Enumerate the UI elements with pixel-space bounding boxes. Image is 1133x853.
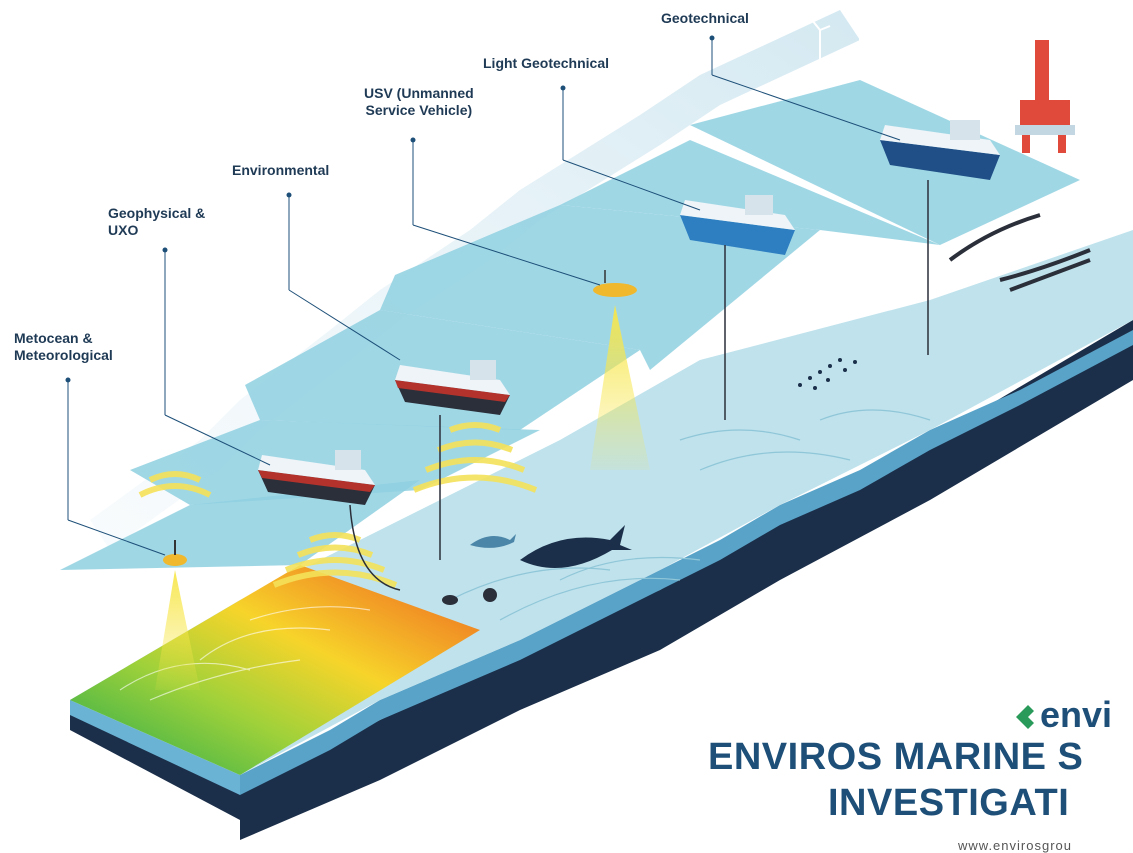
brand-title-line-1: ENVIROS MARINE S xyxy=(708,736,1084,778)
label-leader-lines xyxy=(67,38,901,556)
panel-environmental xyxy=(245,310,640,430)
metocean-buoy-icon xyxy=(163,540,187,566)
dolphin-icon xyxy=(470,534,516,548)
seabed-left-layer xyxy=(70,700,240,795)
usv-drone-icon xyxy=(593,270,637,297)
label-usv: USV (Unmanned Service Vehicle) xyxy=(364,85,474,118)
label-light-geotechnical: Light Geotechnical xyxy=(483,55,610,71)
bathymetry-heatmap xyxy=(70,565,480,775)
label-geotechnical: Geotechnical xyxy=(661,10,749,26)
enviros-logo-icon xyxy=(1016,705,1034,729)
progression-arrow xyxy=(90,10,860,550)
label-metocean: Metocean & Meteorological xyxy=(14,330,113,363)
label-environmental: Environmental xyxy=(232,162,330,178)
label-geophysical: Geophysical & UXO xyxy=(108,205,206,238)
oil-rig-icon xyxy=(1015,40,1075,153)
brand-title-line-2: INVESTIGATI xyxy=(828,782,1070,824)
survey-vessel-icon xyxy=(395,360,510,415)
sonar-beam-icon xyxy=(155,570,200,690)
wind-turbine-icon xyxy=(811,4,911,80)
sampling-lines xyxy=(349,180,929,591)
label-leader-dots xyxy=(65,35,715,383)
seabed-sediment-layer xyxy=(240,330,1133,795)
panel-metocean xyxy=(60,480,420,570)
whale-icon xyxy=(520,525,632,568)
panel-geotechnical xyxy=(690,80,1080,245)
turtle-icon xyxy=(442,595,458,605)
panel-light-geotechnical xyxy=(560,140,940,245)
survey-vessel-icon xyxy=(880,120,1000,180)
sonar-beam-icon xyxy=(590,305,650,470)
submarine-cable-icon xyxy=(948,213,1091,292)
survey-vessel-icon xyxy=(258,450,375,505)
octopus-icon xyxy=(483,588,497,602)
brand-logo-text: envi xyxy=(1040,694,1113,735)
seabed-contours xyxy=(449,409,931,621)
sonar-beam-icon xyxy=(138,422,538,588)
brand-url[interactable]: www.envirosgrou xyxy=(958,838,1072,853)
fish-school-icon xyxy=(798,358,857,390)
seabed-front-wall xyxy=(240,320,1133,840)
survey-vessel-icon xyxy=(680,195,795,255)
